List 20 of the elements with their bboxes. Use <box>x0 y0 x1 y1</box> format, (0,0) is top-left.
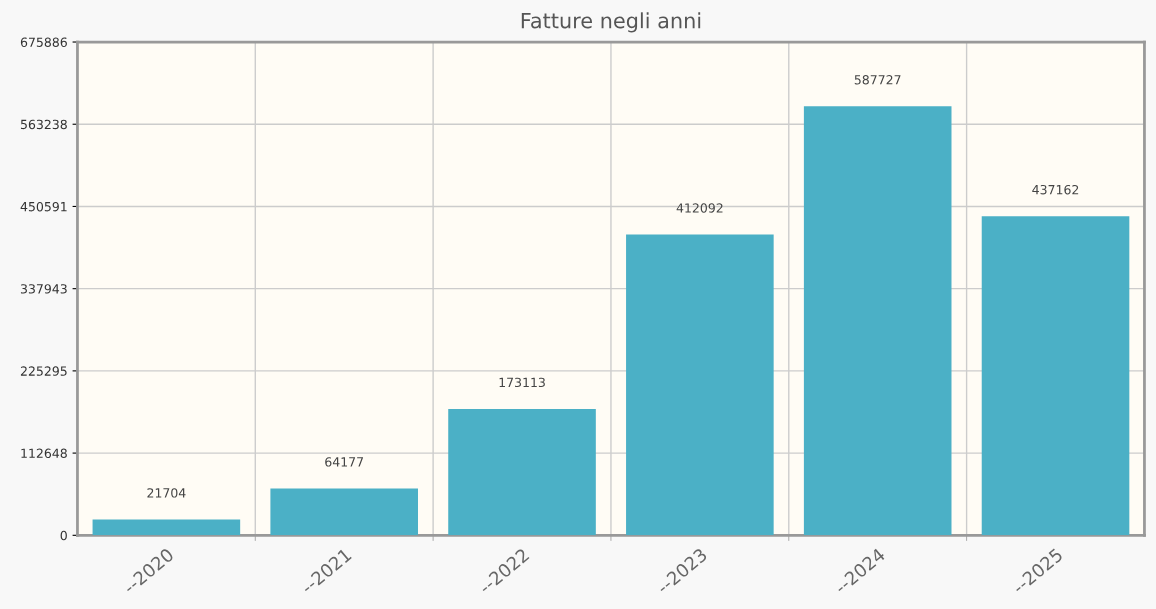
y-tick-label: 675886 <box>20 37 67 47</box>
chart-title: Fatture negli anni <box>521 12 701 33</box>
data-label: 173113 <box>499 377 545 388</box>
data-label: 21704 <box>147 488 186 498</box>
y-tick-label: 112648 <box>21 448 67 459</box>
bar <box>981 216 1130 536</box>
y-tick-label: 0 <box>60 530 67 541</box>
bar <box>92 519 241 536</box>
bar <box>626 234 774 536</box>
data-label: 437162 <box>1032 184 1079 195</box>
data-label: 64177 <box>325 457 364 467</box>
data-label: 412092 <box>676 203 723 213</box>
y-tick-label: 337943 <box>20 284 67 294</box>
data-label: 587727 <box>854 75 901 85</box>
y-tick-label: 225295 <box>20 366 67 376</box>
y-tick-label: 450591 <box>20 201 67 212</box>
bar <box>448 408 596 536</box>
y-tick-label: 563238 <box>20 119 67 130</box>
bar <box>270 488 418 536</box>
bar <box>803 106 952 536</box>
